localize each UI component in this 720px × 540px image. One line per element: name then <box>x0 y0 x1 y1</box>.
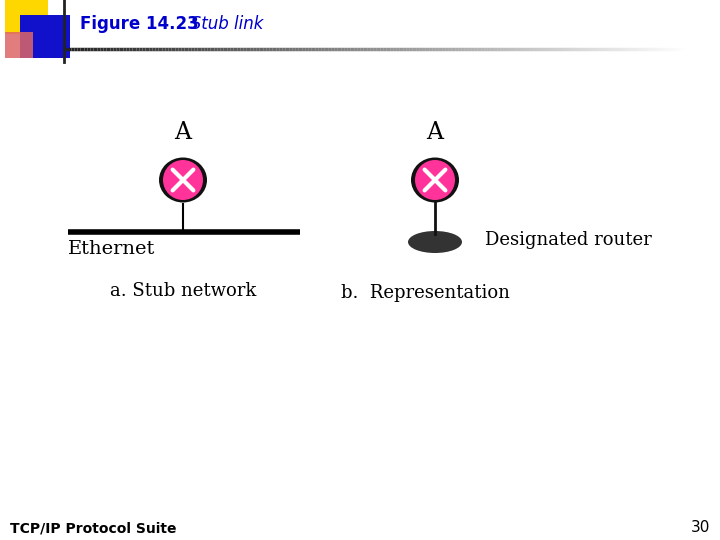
Ellipse shape <box>415 160 455 200</box>
Bar <box>5 32 33 58</box>
Text: b.  Representation: b. Representation <box>341 284 510 302</box>
Ellipse shape <box>411 158 459 202</box>
Text: Ethernet: Ethernet <box>68 240 156 258</box>
Text: A: A <box>426 121 444 144</box>
Text: Stub link: Stub link <box>175 15 264 33</box>
Text: a. Stub network: a. Stub network <box>110 282 256 300</box>
Ellipse shape <box>163 160 203 200</box>
Bar <box>5 0 48 34</box>
Ellipse shape <box>408 231 462 253</box>
Text: 30: 30 <box>690 521 710 536</box>
Bar <box>20 15 70 58</box>
Text: Figure 14.23: Figure 14.23 <box>80 15 199 33</box>
Text: TCP/IP Protocol Suite: TCP/IP Protocol Suite <box>10 521 176 535</box>
Ellipse shape <box>159 158 207 202</box>
Text: Designated router: Designated router <box>485 231 652 249</box>
Text: A: A <box>174 121 192 144</box>
